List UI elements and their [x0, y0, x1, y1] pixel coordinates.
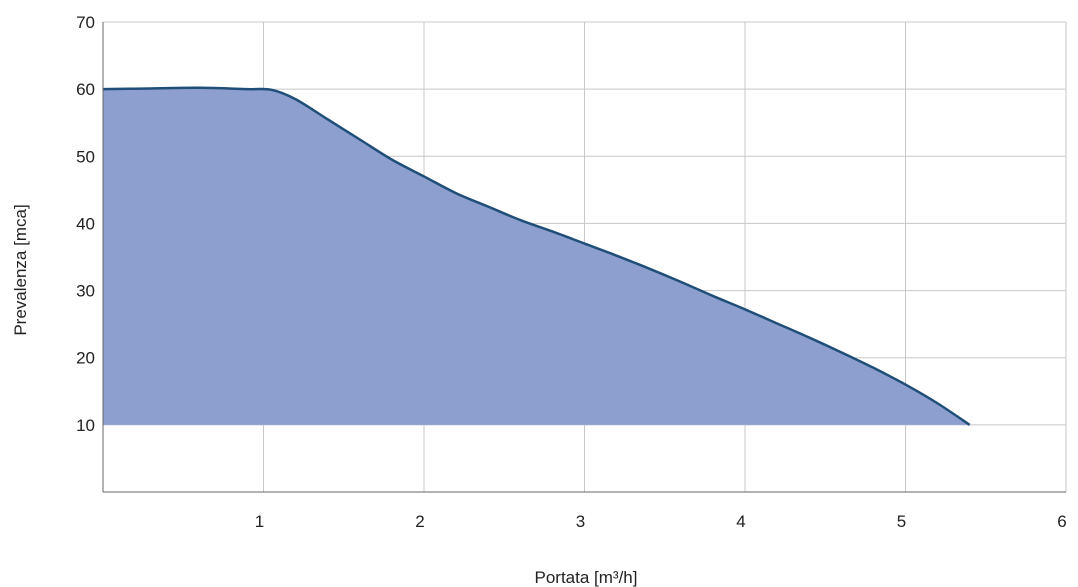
x-tick-label-6: 6	[1057, 512, 1066, 531]
area-fill	[103, 87, 970, 425]
x-tick-labels: 1 2 3 4 5 6	[255, 512, 1067, 531]
x-tick-label-5: 5	[897, 512, 906, 531]
y-tick-label-30: 30	[76, 282, 95, 301]
x-tick-label-2: 2	[415, 512, 424, 531]
x-tick-label-1: 1	[255, 512, 264, 531]
x-axis-title: Portata [m³/h]	[535, 568, 638, 587]
y-tick-label-40: 40	[76, 214, 95, 233]
series-line	[102, 86, 971, 426]
x-tick-label-4: 4	[736, 512, 745, 531]
y-tick-label-70: 70	[76, 13, 95, 32]
y-tick-label-10: 10	[76, 416, 95, 435]
y-tick-label-20: 20	[76, 349, 95, 368]
x-tick-label-3: 3	[576, 512, 585, 531]
axes	[102, 22, 1066, 493]
y-tick-label-50: 50	[76, 147, 95, 166]
y-tick-label-60: 60	[76, 80, 95, 99]
y-axis-title: Prevalenza [mca]	[11, 204, 30, 335]
y-tick-labels: 10 20 30 40 50 60 70	[76, 13, 95, 435]
